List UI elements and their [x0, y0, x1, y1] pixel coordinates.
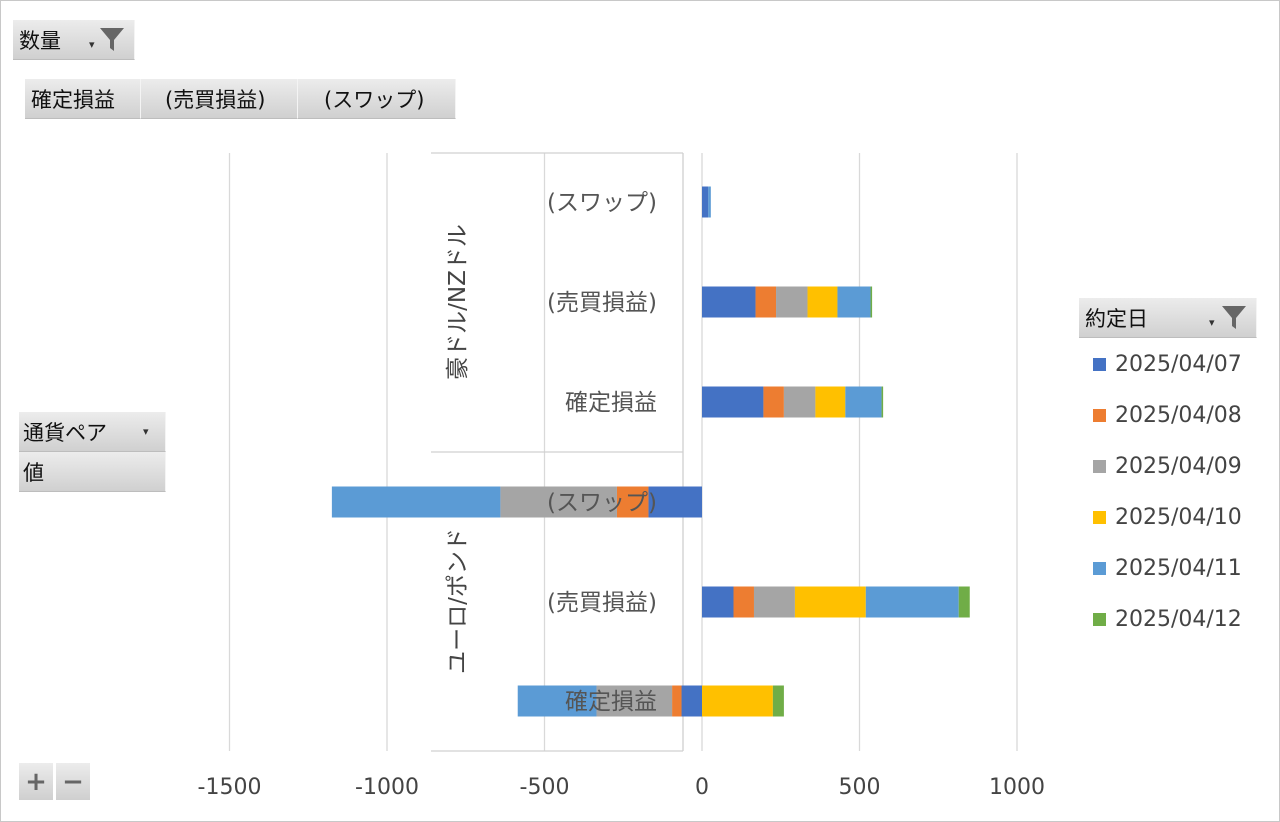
- bar-segment: [500, 486, 617, 518]
- bar-segment: [702, 286, 756, 318]
- column-field-label: (スワップ): [324, 87, 425, 112]
- x-tick-label: 500: [839, 775, 881, 800]
- group-label: ユーロ/ポンド: [445, 528, 471, 674]
- category-label: 確定損益: [565, 689, 657, 715]
- column-field-label: 確定損益: [31, 87, 115, 112]
- x-tick-label: 0: [695, 775, 709, 800]
- bar-segment: [755, 286, 777, 318]
- bar-segment: [702, 186, 709, 218]
- legend-swatch: [1093, 510, 1106, 524]
- category-label: (スワップ): [547, 490, 657, 516]
- bar-segment: [702, 386, 764, 418]
- filter-field-button[interactable]: 数量 ▾: [13, 20, 135, 60]
- legend-field-label: 約定日: [1085, 306, 1148, 331]
- legend-swatch: [1093, 408, 1106, 422]
- legend-label: 2025/04/10: [1115, 504, 1242, 530]
- bar-segment: [845, 386, 882, 418]
- bar-segment: [702, 586, 734, 618]
- x-tick-label: 1000: [989, 775, 1045, 800]
- bar-segment: [763, 386, 784, 418]
- x-tick-label: -1500: [198, 775, 262, 800]
- bar-segment: [616, 486, 649, 518]
- bar-segment: [672, 685, 682, 717]
- legend-item: 2025/04/09: [1093, 451, 1242, 481]
- dropdown-caret-icon: ▾: [143, 425, 149, 438]
- bar-segment: [783, 386, 816, 418]
- bar-segment: [881, 386, 884, 418]
- bar-segment: [794, 586, 866, 618]
- plus-icon: +: [25, 766, 47, 797]
- category-label: 確定損益: [565, 390, 657, 416]
- column-field-label: (売買損益): [165, 87, 266, 112]
- values-field-label: 値: [23, 460, 44, 485]
- column-field-kakutei-button[interactable]: 確定損益: [25, 79, 141, 119]
- bar-segment: [958, 586, 970, 618]
- dropdown-caret-icon: ▾: [89, 38, 95, 51]
- bar-segment: [837, 286, 871, 318]
- bar-segment: [807, 286, 838, 318]
- legend-swatch: [1093, 612, 1106, 626]
- collapse-field-button[interactable]: −: [56, 763, 90, 800]
- bar-segment: [772, 685, 784, 717]
- bar-segment: [865, 586, 959, 618]
- bar-segment: [733, 586, 754, 618]
- bar-segment: [776, 286, 808, 318]
- legend-label: 2025/04/12: [1115, 606, 1242, 632]
- group-label: 豪ドル/NZドル: [445, 224, 471, 380]
- row-field-label: 通貨ペア: [23, 420, 107, 445]
- category-label: (売買損益): [547, 590, 657, 616]
- dropdown-caret-icon: ▾: [1209, 316, 1215, 329]
- legend-label: 2025/04/07: [1115, 351, 1242, 377]
- legend-item: 2025/04/07: [1093, 349, 1242, 379]
- x-tick-label: -1000: [355, 775, 419, 800]
- filter-field-label: 数量: [19, 28, 61, 53]
- legend-swatch: [1093, 561, 1106, 575]
- legend-item: 2025/04/12: [1093, 604, 1242, 634]
- bar-segment: [331, 486, 501, 518]
- legend-label: 2025/04/08: [1115, 402, 1242, 428]
- bar-segment: [753, 586, 795, 618]
- legend-label: 2025/04/09: [1115, 453, 1242, 479]
- bar-segment: [702, 685, 773, 717]
- column-field-baibai-button[interactable]: (売買損益): [141, 79, 298, 119]
- expand-field-button[interactable]: +: [19, 763, 53, 800]
- legend-swatch: [1093, 459, 1106, 473]
- filter-funnel-icon: [1222, 306, 1246, 329]
- bar-segment: [517, 685, 597, 717]
- minus-icon: −: [62, 766, 84, 797]
- bar-segment: [681, 685, 702, 717]
- legend-item: 2025/04/08: [1093, 400, 1242, 430]
- legend-field-button[interactable]: 約定日 ▾: [1079, 298, 1257, 338]
- column-field-swap-button[interactable]: (スワップ): [298, 79, 456, 119]
- legend-swatch: [1093, 357, 1106, 371]
- legend-label: 2025/04/11: [1115, 555, 1242, 581]
- bar-segment: [870, 286, 873, 318]
- row-field-button[interactable]: 通貨ペア ▾: [19, 412, 166, 452]
- legend-item: 2025/04/10: [1093, 502, 1242, 532]
- bar-segment: [815, 386, 846, 418]
- bar-segment: [596, 685, 673, 717]
- bar-segment: [708, 186, 711, 218]
- category-label: (売買損益): [547, 290, 657, 316]
- bar-segment: [648, 486, 702, 518]
- x-tick-label: -500: [520, 775, 570, 800]
- category-label: (スワップ): [547, 190, 657, 216]
- values-field-button[interactable]: 値: [19, 452, 166, 492]
- legend-item: 2025/04/11: [1093, 553, 1242, 583]
- filter-funnel-icon: [100, 28, 124, 51]
